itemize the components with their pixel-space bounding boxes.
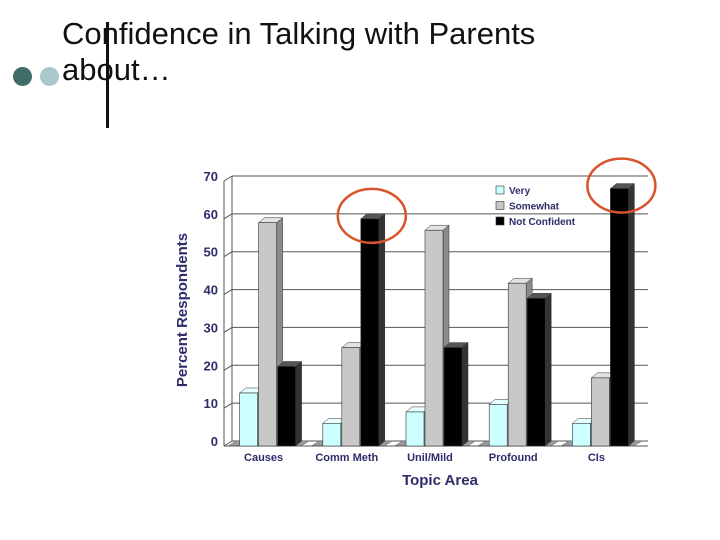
bar	[610, 188, 629, 447]
legend-swatch	[495, 201, 505, 210]
bar-side	[544, 292, 552, 447]
x-tick-label: Comm Meth	[315, 452, 378, 464]
bar	[443, 347, 463, 447]
bar	[405, 411, 425, 447]
y-axis-title: Percent Respondents	[174, 233, 191, 387]
y-tick-label: 0	[211, 434, 218, 449]
legend-label: Very	[509, 186, 531, 197]
x-tick-label: Causes	[244, 452, 283, 464]
gridline-side	[223, 251, 233, 258]
highlight-circle	[336, 187, 408, 245]
gridline-side	[223, 213, 233, 220]
bar	[277, 366, 296, 447]
bar	[526, 298, 546, 447]
bullet-dot-dark	[13, 67, 32, 86]
legend-label: Not Confident	[509, 217, 576, 228]
y-tick-label: 10	[204, 396, 218, 411]
y-tick-label: 50	[204, 245, 218, 260]
bar	[322, 422, 342, 447]
bar	[572, 422, 591, 447]
x-axis-title: Topic Area	[402, 472, 479, 489]
bar	[591, 377, 610, 447]
y-tick-label: 40	[204, 283, 218, 298]
y-tick-label: 60	[204, 207, 218, 222]
slide-title-line-1: Confidence in Talking with Parents	[62, 16, 536, 51]
x-tick-label: Unil/Mild	[407, 452, 453, 464]
bar-side	[295, 360, 302, 447]
bar	[360, 218, 380, 447]
legend-swatch	[495, 216, 505, 226]
bar	[488, 404, 508, 447]
bar-side	[378, 213, 386, 447]
bar	[341, 347, 361, 447]
y-tick-label: 30	[204, 320, 218, 335]
decorative-vertical-line	[106, 22, 109, 128]
legend-label: Somewhat	[509, 202, 560, 213]
y-tick-label: 20	[204, 358, 218, 373]
gridline-side	[223, 289, 233, 295]
y-tick-label: 70	[204, 169, 218, 184]
bullet-dot-light	[40, 67, 59, 86]
gridline-side	[223, 175, 233, 182]
legend-swatch	[495, 185, 505, 195]
slide-title-line-2: about…	[62, 52, 171, 87]
bar	[507, 282, 527, 447]
bar-side	[461, 342, 469, 447]
highlight-circle	[586, 157, 657, 214]
bar-side	[628, 183, 635, 447]
gridline-side	[223, 364, 233, 371]
x-tick-label: CIs	[588, 452, 605, 464]
x-tick-label: Profound	[489, 452, 538, 464]
slide-title: Confidence in Talking with Parents about…	[62, 16, 535, 88]
bar	[424, 229, 444, 447]
bar	[239, 392, 258, 447]
gridline-side	[223, 402, 233, 409]
gridline-side	[223, 327, 233, 333]
gridline-side	[223, 440, 233, 447]
bar	[258, 222, 277, 447]
